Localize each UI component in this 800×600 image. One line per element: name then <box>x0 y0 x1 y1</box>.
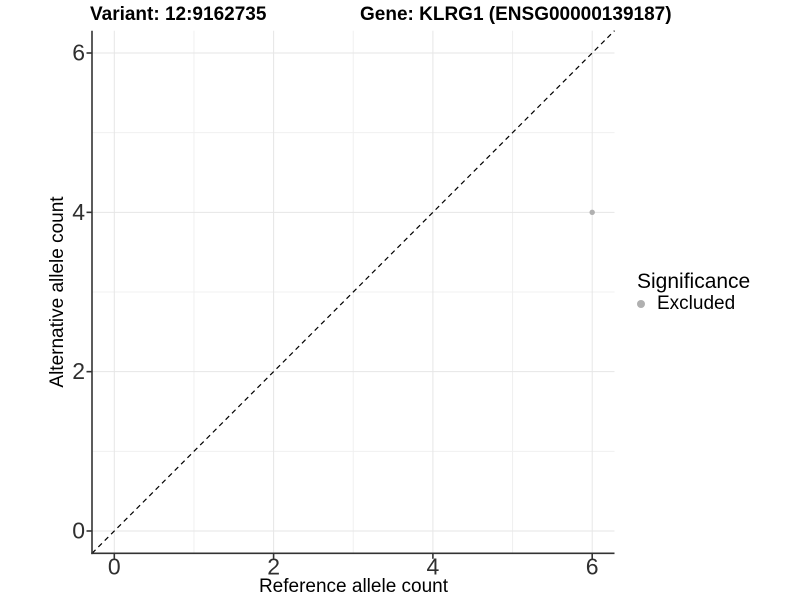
data-point <box>589 209 595 216</box>
y-tick-label: 6 <box>72 40 85 66</box>
x-tick-label: 2 <box>267 554 280 580</box>
identity-dashed-line <box>91 30 615 554</box>
legend: Significance Excluded <box>637 270 751 314</box>
x-tick-label: 0 <box>108 554 121 580</box>
y-axis-title: Alternative allele count <box>47 196 68 388</box>
legend-item-label: Excluded <box>657 293 736 314</box>
excluded-point-icon <box>637 300 645 308</box>
legend-title: Significance <box>637 270 751 293</box>
y-tick-label: 0 <box>72 517 85 543</box>
y-tick-label: 2 <box>72 358 85 384</box>
x-axis-title: Reference allele count <box>258 576 449 597</box>
y-tick-label: 4 <box>72 199 85 225</box>
x-tick-label: 4 <box>427 554 440 580</box>
variant-title: Variant: 12:9162735 <box>90 4 267 25</box>
gene-title: Gene: KLRG1 (ENSG00000139187) <box>360 4 672 25</box>
legend-item-excluded: Excluded <box>637 293 750 314</box>
x-tick-label: 6 <box>586 554 599 580</box>
